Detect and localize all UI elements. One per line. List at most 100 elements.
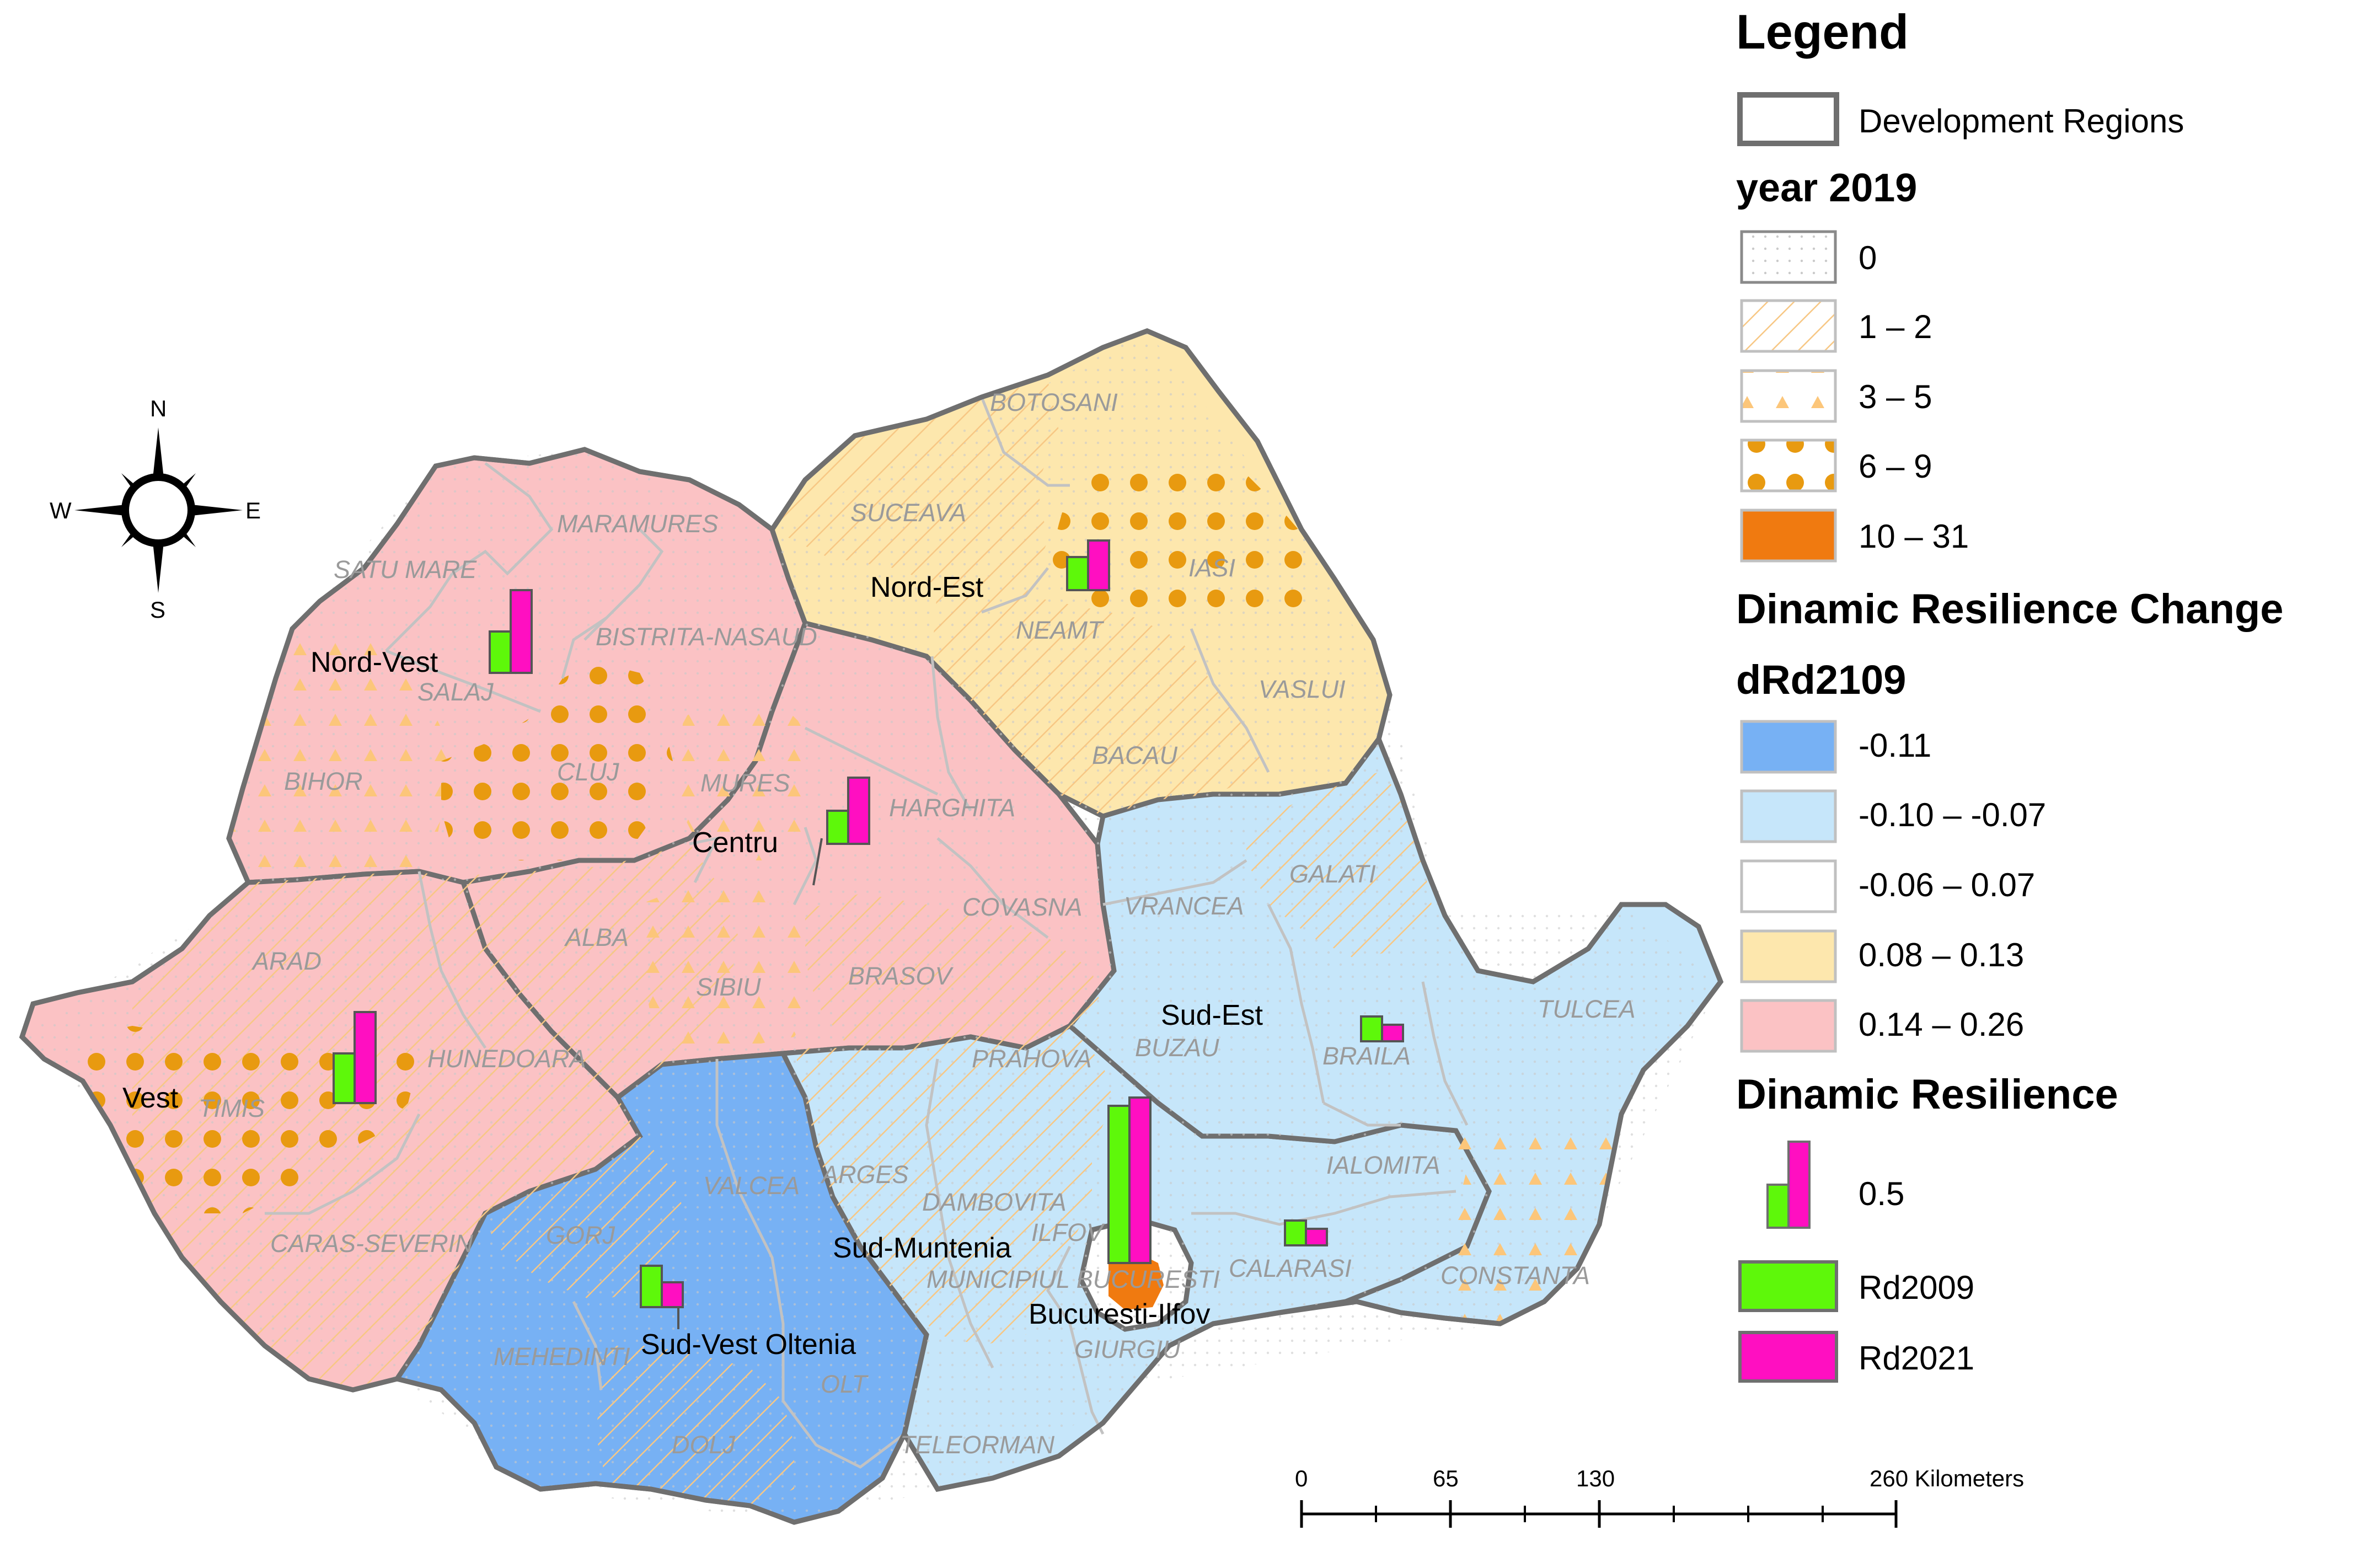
region-labels: Nord-Vest Nord-Est Centru Vest Sud-Est S…: [122, 571, 1263, 1361]
bar-rd2021: [661, 1281, 684, 1308]
scale-tick-label: 130: [1576, 1465, 1615, 1491]
county-label: SATU MARE: [334, 555, 477, 584]
tri-mures: [673, 695, 816, 860]
legend-label-year: 6 – 9: [1859, 448, 1932, 485]
hatch-arges-dambovita-prahova: [794, 1026, 1114, 1346]
legend-swatch-year-2: [1740, 369, 1837, 423]
legend-label-change: -0.11: [1859, 727, 1931, 764]
county-label: MARAMURES: [557, 510, 719, 538]
county-label: DAMBOVITA: [922, 1188, 1067, 1216]
legend-label-change: 0.14 – 0.26: [1859, 1006, 2024, 1043]
legend-label-change: -0.10 – -0.07: [1859, 796, 2046, 833]
legend-label-change: -0.06 – 0.07: [1859, 866, 2035, 903]
county-label: IALOMITA: [1326, 1151, 1440, 1179]
county-label: BIHOR: [284, 767, 363, 795]
region-label: Vest: [122, 1082, 179, 1114]
county-label: SUCEAVA: [850, 499, 966, 527]
bar-rd2009: [640, 1265, 663, 1308]
legend-label-rd2021: Rd2021: [1859, 1340, 1974, 1377]
bar-rd2009: [826, 810, 849, 845]
county-label: CALARASI: [1229, 1254, 1352, 1282]
bar-rd2009: [1284, 1219, 1307, 1246]
county-label: MUNICIPIUL BUCURESTI: [927, 1265, 1220, 1293]
compass-n: N: [150, 395, 167, 421]
legend-swatch-year-0: [1740, 230, 1837, 284]
county-label: ILFOV: [1031, 1218, 1105, 1246]
bar-rd2021: [1305, 1228, 1328, 1246]
legend-swatch-change: [1740, 929, 1837, 983]
county-label: DOLJ: [672, 1431, 736, 1459]
country-outline: [19, 328, 1724, 1525]
legend-title: Legend: [1736, 4, 1909, 59]
compass-e: E: [245, 497, 261, 523]
county-labels: MARAMURES SATU MARE BISTRITA-NASAUD SALA…: [199, 388, 1636, 1459]
legend-label-change: 0.08 – 0.13: [1859, 936, 2024, 973]
tri-constanta: [1445, 1114, 1621, 1324]
county-label: GALATI: [1289, 860, 1376, 888]
bar-rd2009: [333, 1052, 356, 1104]
hatch-dolj: [596, 1346, 794, 1506]
legend-swatch-year-1: [1740, 299, 1837, 353]
legend-year-title: year 2019: [1736, 166, 1917, 210]
bar-rd2009: [489, 630, 512, 674]
legend-label-rd2009: Rd2009: [1859, 1269, 1974, 1306]
county-label: ARAD: [251, 947, 322, 975]
county-label: BRASOV: [848, 962, 954, 990]
bar-rd2009: [1107, 1105, 1131, 1264]
county-label: TIMIS: [199, 1094, 265, 1122]
legend-bar-rd2021: [1787, 1141, 1811, 1229]
legend-bar-rd2009: [1766, 1184, 1790, 1229]
legend: Legend Development Regions year 2019 0 1…: [1736, 4, 2284, 1383]
county-label: COVASNA: [962, 893, 1083, 921]
legend-resilience-title: Dinamic Resilience: [1736, 1071, 2118, 1118]
county-label: CLUJ: [557, 758, 619, 786]
county-label: BRAILA: [1322, 1042, 1411, 1070]
bar-rd2021: [510, 589, 533, 674]
legend-swatch-change: [1740, 999, 1837, 1053]
legend-swatch-rd2021: [1738, 1331, 1838, 1383]
legend-change-swatches: [1740, 720, 1837, 1053]
county-label: ALBA: [564, 923, 629, 951]
hatch-brasov: [805, 893, 1103, 1048]
region-label: Sud-Est: [1161, 999, 1263, 1031]
legend-label-year: 1 – 2: [1859, 308, 1932, 345]
north-arrow-icon: N S E W: [50, 395, 261, 623]
scale-tick-label: 65: [1433, 1465, 1459, 1491]
region-label: Sud-Muntenia: [833, 1232, 1011, 1264]
region-label: Sud-Vest Oltenia: [641, 1329, 856, 1361]
county-label: MURES: [700, 769, 790, 797]
county-label: VASLUI: [1259, 675, 1346, 703]
legend-swatch-change: [1740, 789, 1837, 843]
county-label: VALCEA: [703, 1171, 800, 1200]
county-label: GORJ: [546, 1221, 615, 1249]
legend-swatch-change: [1740, 720, 1837, 774]
bar-rd2021: [847, 777, 870, 845]
legend-change-title: Dinamic Resilience Change: [1736, 586, 2284, 633]
county-label: PRAHOVA: [972, 1045, 1092, 1073]
county-label: NEAMT: [1016, 616, 1105, 644]
legend-label-year: 0: [1859, 239, 1877, 276]
county-label: SALAJ: [417, 678, 494, 706]
scale-bar: 0 65 130 260 Kilometers: [1295, 1465, 2024, 1528]
county-label: OLT: [821, 1370, 869, 1398]
county-label: TELEORMAN: [900, 1431, 1055, 1459]
county-label: BOTOSANI: [990, 388, 1118, 416]
county-label: SIBIU: [696, 973, 761, 1001]
legend-label-boundary: Development Regions: [1859, 103, 2184, 140]
bar-rd2021: [354, 1011, 377, 1104]
county-label: BUZAU: [1135, 1034, 1219, 1062]
legend-swatch-rd2009: [1738, 1260, 1838, 1312]
county-label: GIURGIU: [1074, 1335, 1181, 1363]
legend-label-year: 10 – 31: [1859, 518, 1969, 555]
county-label: VRANCEA: [1124, 892, 1244, 920]
tri-sibiu: [640, 882, 816, 1048]
county-label: IASI: [1188, 554, 1235, 582]
county-label: ARGES: [820, 1160, 909, 1189]
hatch-caras-timis: [132, 871, 640, 1390]
legend-swatch-change: [1740, 859, 1837, 913]
bigdots-cluj: [441, 662, 673, 860]
legend-swatch-boundary: [1737, 92, 1839, 146]
county-label: MEHEDINTI: [494, 1342, 630, 1371]
legend-change-subtitle: dRd2109: [1736, 657, 1906, 703]
compass-s: S: [150, 597, 165, 623]
